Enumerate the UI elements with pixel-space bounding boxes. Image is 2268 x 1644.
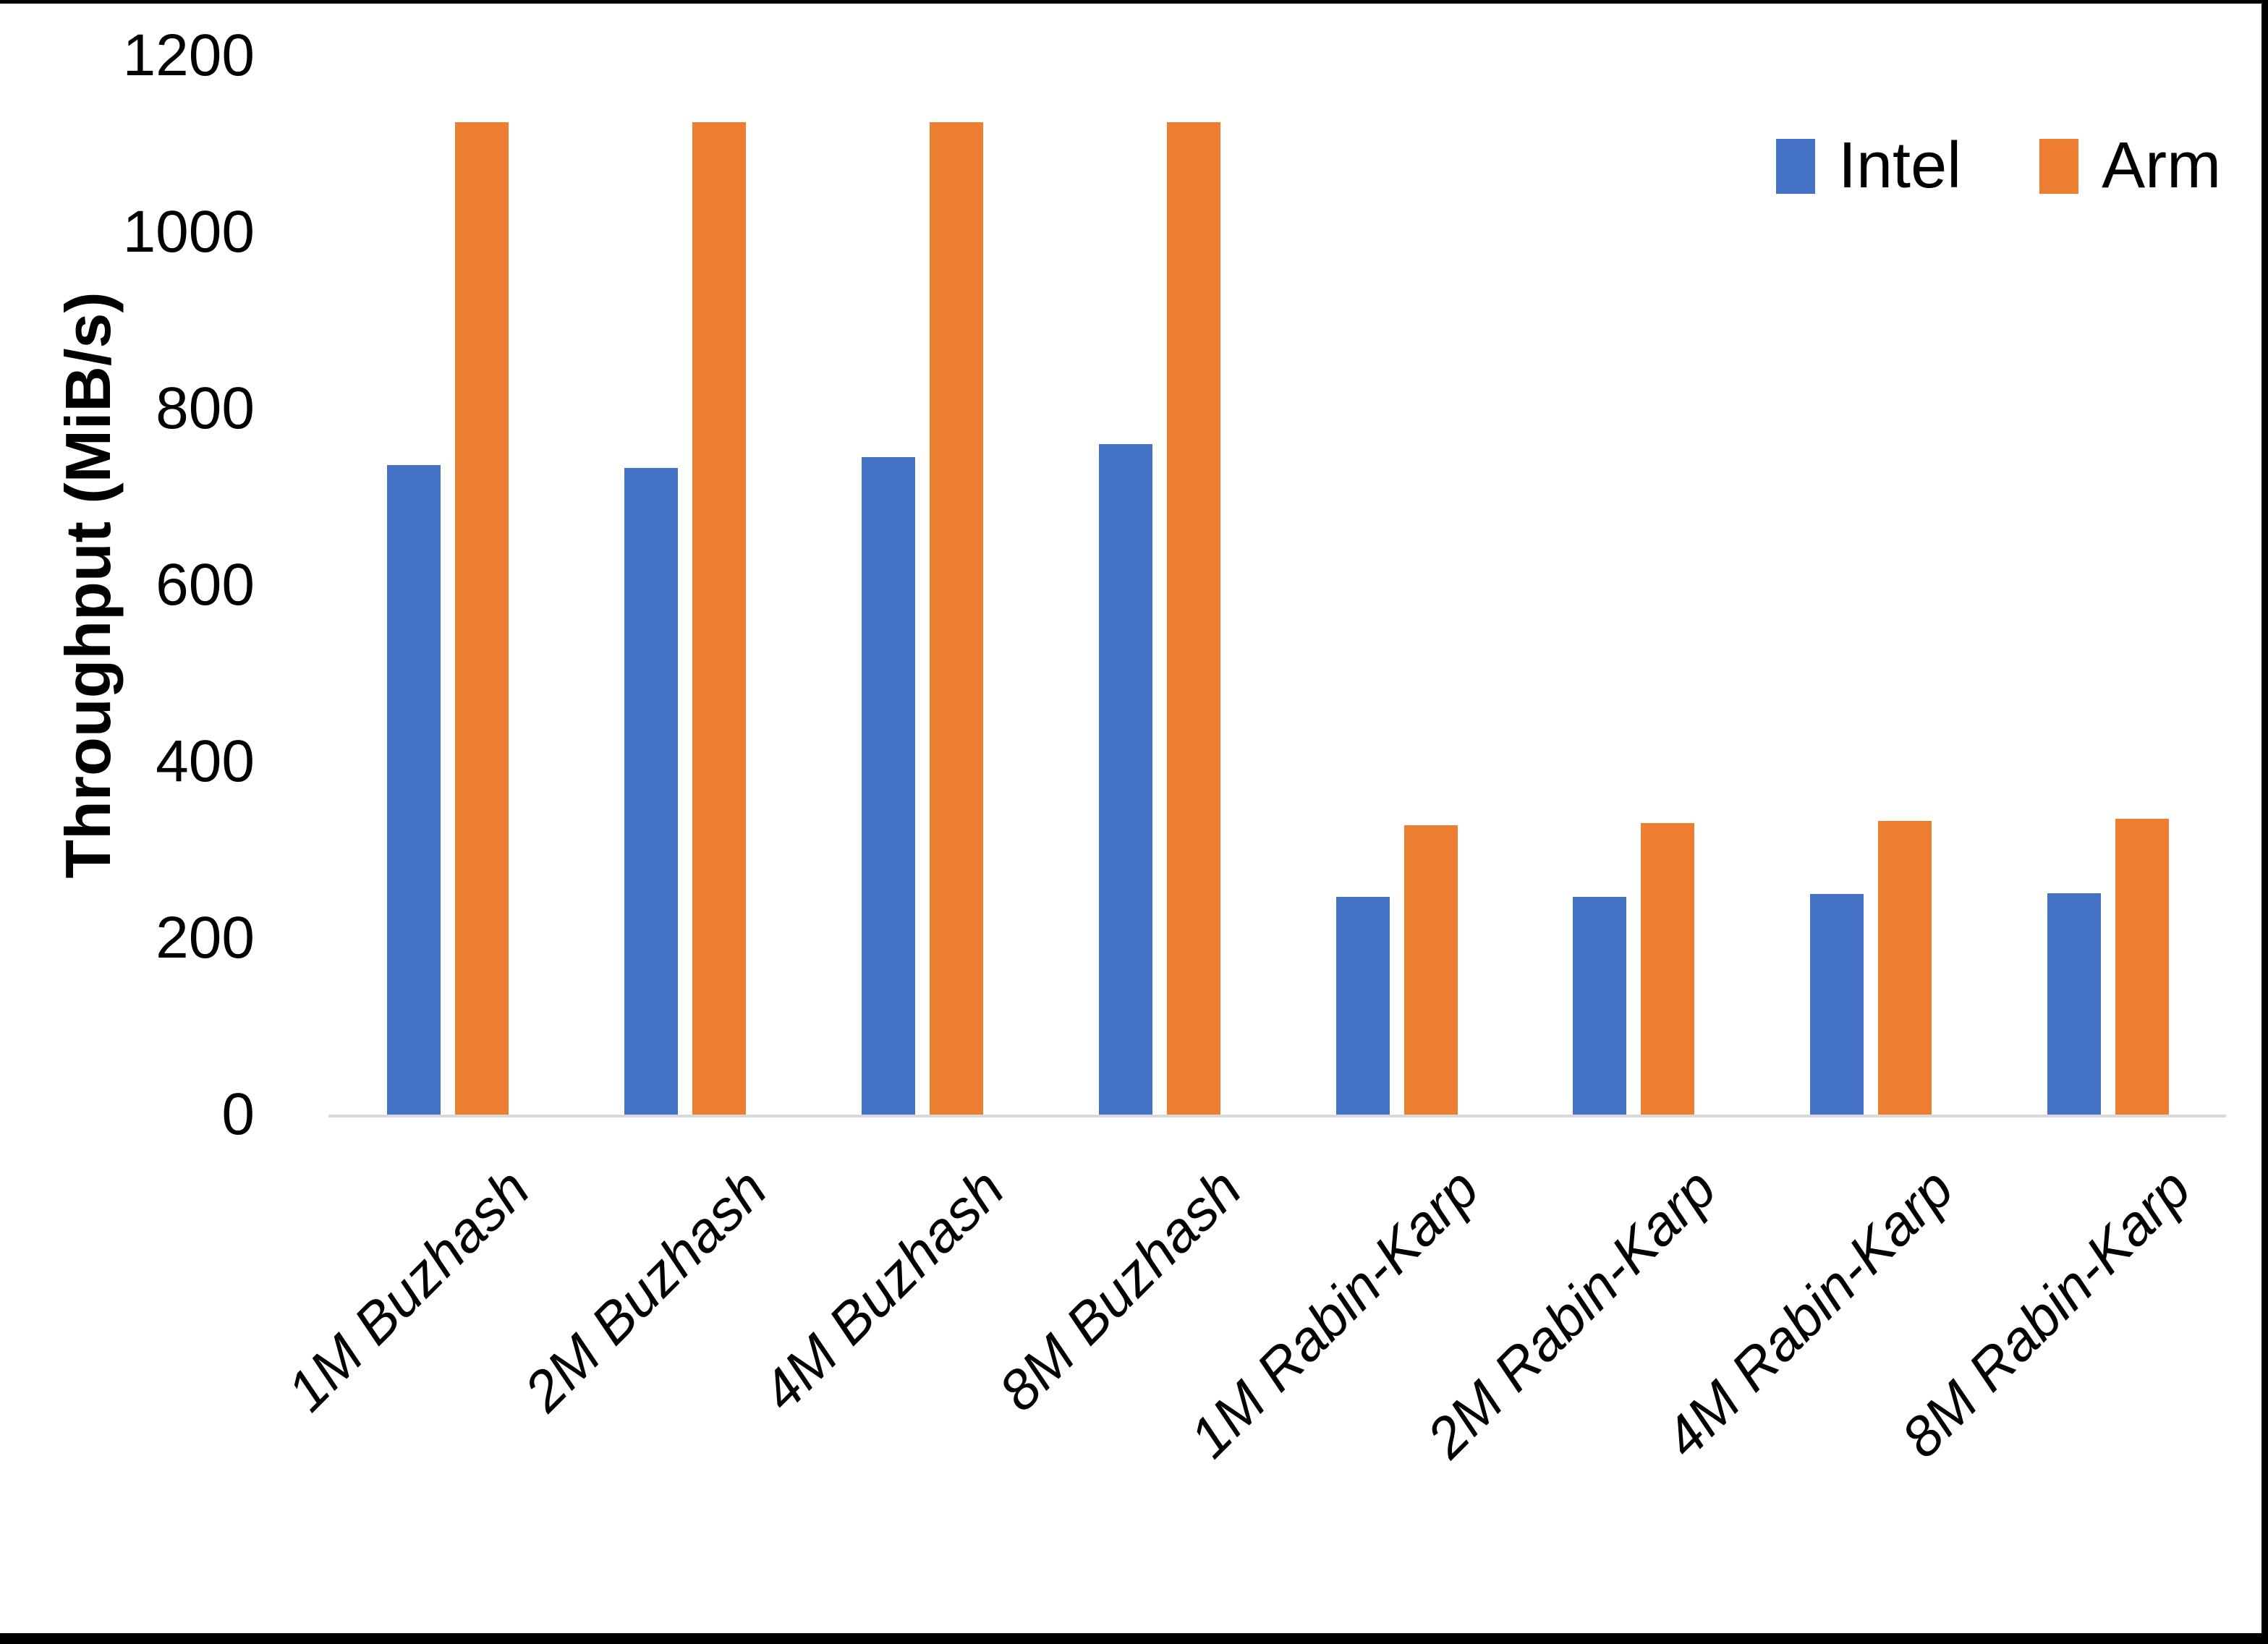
window-border-top xyxy=(0,0,2268,4)
bar-arm-0 xyxy=(455,122,509,1115)
bar-intel-6 xyxy=(1810,894,1864,1115)
bar-intel-2 xyxy=(861,457,915,1115)
window-border-right xyxy=(2261,0,2268,1644)
bar-arm-2 xyxy=(929,122,983,1115)
bar-intel-1 xyxy=(624,467,678,1115)
bar-arm-7 xyxy=(2115,819,2170,1115)
legend-swatch-arm xyxy=(2039,138,2079,194)
legend-label-arm: Arm xyxy=(2102,129,2222,202)
x-axis-line xyxy=(328,1115,2226,1117)
y-tick-200: 200 xyxy=(156,905,255,971)
y-tick-1000: 1000 xyxy=(122,199,255,265)
bar-arm-6 xyxy=(1878,820,1932,1115)
legend: Intel Arm xyxy=(1776,129,2221,203)
bar-arm-5 xyxy=(1641,823,1695,1115)
bar-intel-5 xyxy=(1573,896,1627,1115)
legend-swatch-intel xyxy=(1776,138,1815,194)
window-border-bottom xyxy=(0,1633,2268,1644)
y-tick-800: 800 xyxy=(156,375,255,441)
bar-intel-4 xyxy=(1335,896,1390,1115)
y-tick-600: 600 xyxy=(156,552,255,618)
bar-arm-4 xyxy=(1403,825,1458,1115)
bar-intel-0 xyxy=(387,465,441,1115)
y-tick-400: 400 xyxy=(156,728,255,794)
bar-intel-7 xyxy=(2047,893,2102,1115)
bar-arm-3 xyxy=(1166,122,1220,1115)
bar-intel-3 xyxy=(1098,443,1152,1115)
legend-label-intel: Intel xyxy=(1838,129,1962,202)
bar-arm-1 xyxy=(692,122,746,1115)
y-tick-0: 0 xyxy=(221,1081,255,1147)
y-tick-1200: 1200 xyxy=(122,22,255,88)
